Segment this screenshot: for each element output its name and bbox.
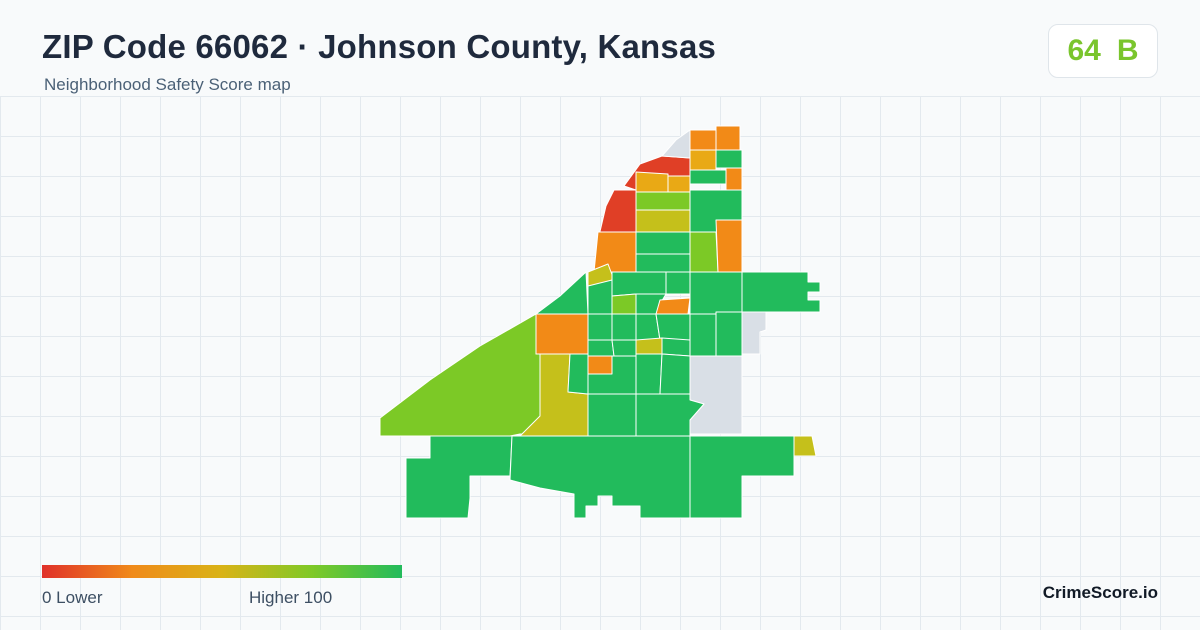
map-region[interactable] [611, 339, 637, 357]
map-region[interactable] [655, 313, 691, 341]
map-region[interactable] [593, 231, 637, 273]
map-region[interactable] [661, 129, 691, 159]
legend-low-label: 0 Lower [42, 588, 103, 607]
map-region[interactable] [689, 355, 743, 435]
map-region[interactable] [689, 169, 727, 185]
map-region[interactable] [567, 353, 589, 395]
map-region[interactable] [689, 313, 717, 357]
map-region[interactable] [665, 271, 691, 295]
map-region[interactable] [635, 337, 663, 355]
page-subtitle: Neighborhood Safety Score map [44, 75, 291, 94]
map-region[interactable] [587, 279, 613, 315]
map-region[interactable] [611, 313, 637, 341]
map-region[interactable] [587, 339, 615, 357]
score-grade: B [1116, 34, 1139, 67]
map-region[interactable] [587, 393, 637, 437]
legend-color-bar [42, 565, 402, 578]
map-region[interactable] [635, 191, 691, 211]
map-region[interactable] [535, 313, 589, 355]
map-region[interactable] [611, 293, 637, 315]
map-region[interactable] [741, 271, 821, 313]
map-region[interactable] [715, 149, 743, 169]
map-region[interactable] [661, 337, 691, 357]
map-region[interactable] [689, 435, 795, 519]
map-region[interactable] [655, 297, 691, 315]
map-region[interactable] [535, 271, 589, 315]
map-region[interactable] [689, 231, 719, 273]
map-region[interactable] [635, 353, 663, 395]
map-region[interactable] [667, 175, 691, 193]
map-region[interactable] [793, 435, 817, 457]
map-region[interactable] [587, 355, 613, 375]
map-region[interactable] [405, 435, 513, 519]
legend-high-label: Higher 100 [249, 588, 333, 607]
map-region[interactable] [741, 311, 767, 355]
map-region[interactable] [715, 311, 743, 357]
map-region[interactable] [379, 313, 541, 437]
map-region[interactable] [689, 149, 717, 171]
header: ZIP Code 66062 · Johnson County, Kansas … [0, 0, 1200, 96]
map-region[interactable] [611, 271, 667, 297]
map-region[interactable] [715, 219, 743, 273]
map-region[interactable] [635, 253, 691, 273]
map-region[interactable] [587, 313, 613, 341]
map-region[interactable] [635, 209, 691, 233]
page-title: ZIP Code 66062 · Johnson County, Kansas [42, 28, 717, 65]
safety-score-badge: 64 B [1048, 24, 1158, 78]
map-region[interactable] [509, 435, 691, 519]
map-region[interactable] [715, 125, 741, 151]
map-region[interactable] [689, 271, 743, 315]
map-region[interactable] [635, 231, 691, 255]
map-region[interactable] [689, 129, 717, 151]
map-region[interactable] [725, 167, 743, 191]
map-region[interactable] [635, 171, 669, 193]
score-value: 64 [1067, 34, 1101, 67]
map-region[interactable] [659, 353, 691, 395]
brand-logo-text[interactable]: CrimeScore.io [1042, 583, 1158, 602]
